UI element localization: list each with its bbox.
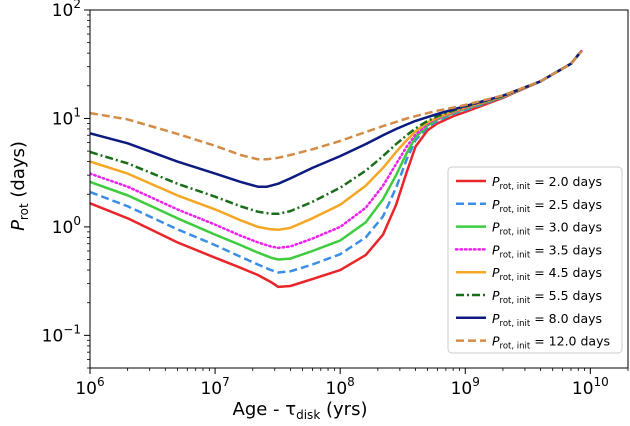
x-tick-label-4: 109 (451, 375, 480, 399)
x-tick-label-3: 108 (326, 375, 355, 399)
x-axis-title: Age - τdisk (yrs) (233, 399, 368, 422)
y-axis-title: Prot (days) (8, 141, 31, 231)
x-tick-label-2: 107 (200, 375, 229, 399)
legend-label-4: Prot, init = 3.5 days (492, 242, 602, 260)
y-tick-label-1: 10−1 (42, 322, 81, 346)
legend-label-1: Prot, init = 2.0 days (492, 174, 602, 192)
legend-items: Prot, init = 2.0 days Prot, init = 2.5 da… (454, 174, 610, 352)
x-tick-label-1: 106 (75, 375, 104, 399)
plot-frame (89, 9, 629, 369)
legend-label-2: Prot, init = 2.5 days (492, 197, 602, 215)
series-line-2 (90, 50, 583, 274)
y-tick-label-2: 100 (52, 214, 81, 238)
legend-box (447, 166, 623, 354)
series-line-8 (90, 50, 583, 161)
x-tick-label-5: 1010 (572, 375, 609, 399)
series-layer (90, 49, 583, 289)
legend-label-5: Prot, init = 4.5 days (492, 265, 602, 283)
legend-label-8: Prot, init = 12.0 days (492, 334, 610, 352)
series-line-1 (90, 50, 583, 289)
legend: Prot, init = 2.0 days Prot, init = 2.5 da… (447, 166, 623, 354)
tick-layer: 106 107 108 109 1010 10−1 100 101 102 (42, 0, 609, 399)
legend-label-7: Prot, init = 8.0 days (492, 311, 602, 329)
series-line-7 (90, 50, 583, 188)
y-tick-label-4: 102 (52, 0, 81, 21)
legend-label-6: Prot, init = 5.5 days (492, 288, 602, 306)
y-tick-label-3: 101 (52, 105, 81, 129)
legend-label-3: Prot, init = 3.0 days (492, 220, 602, 238)
